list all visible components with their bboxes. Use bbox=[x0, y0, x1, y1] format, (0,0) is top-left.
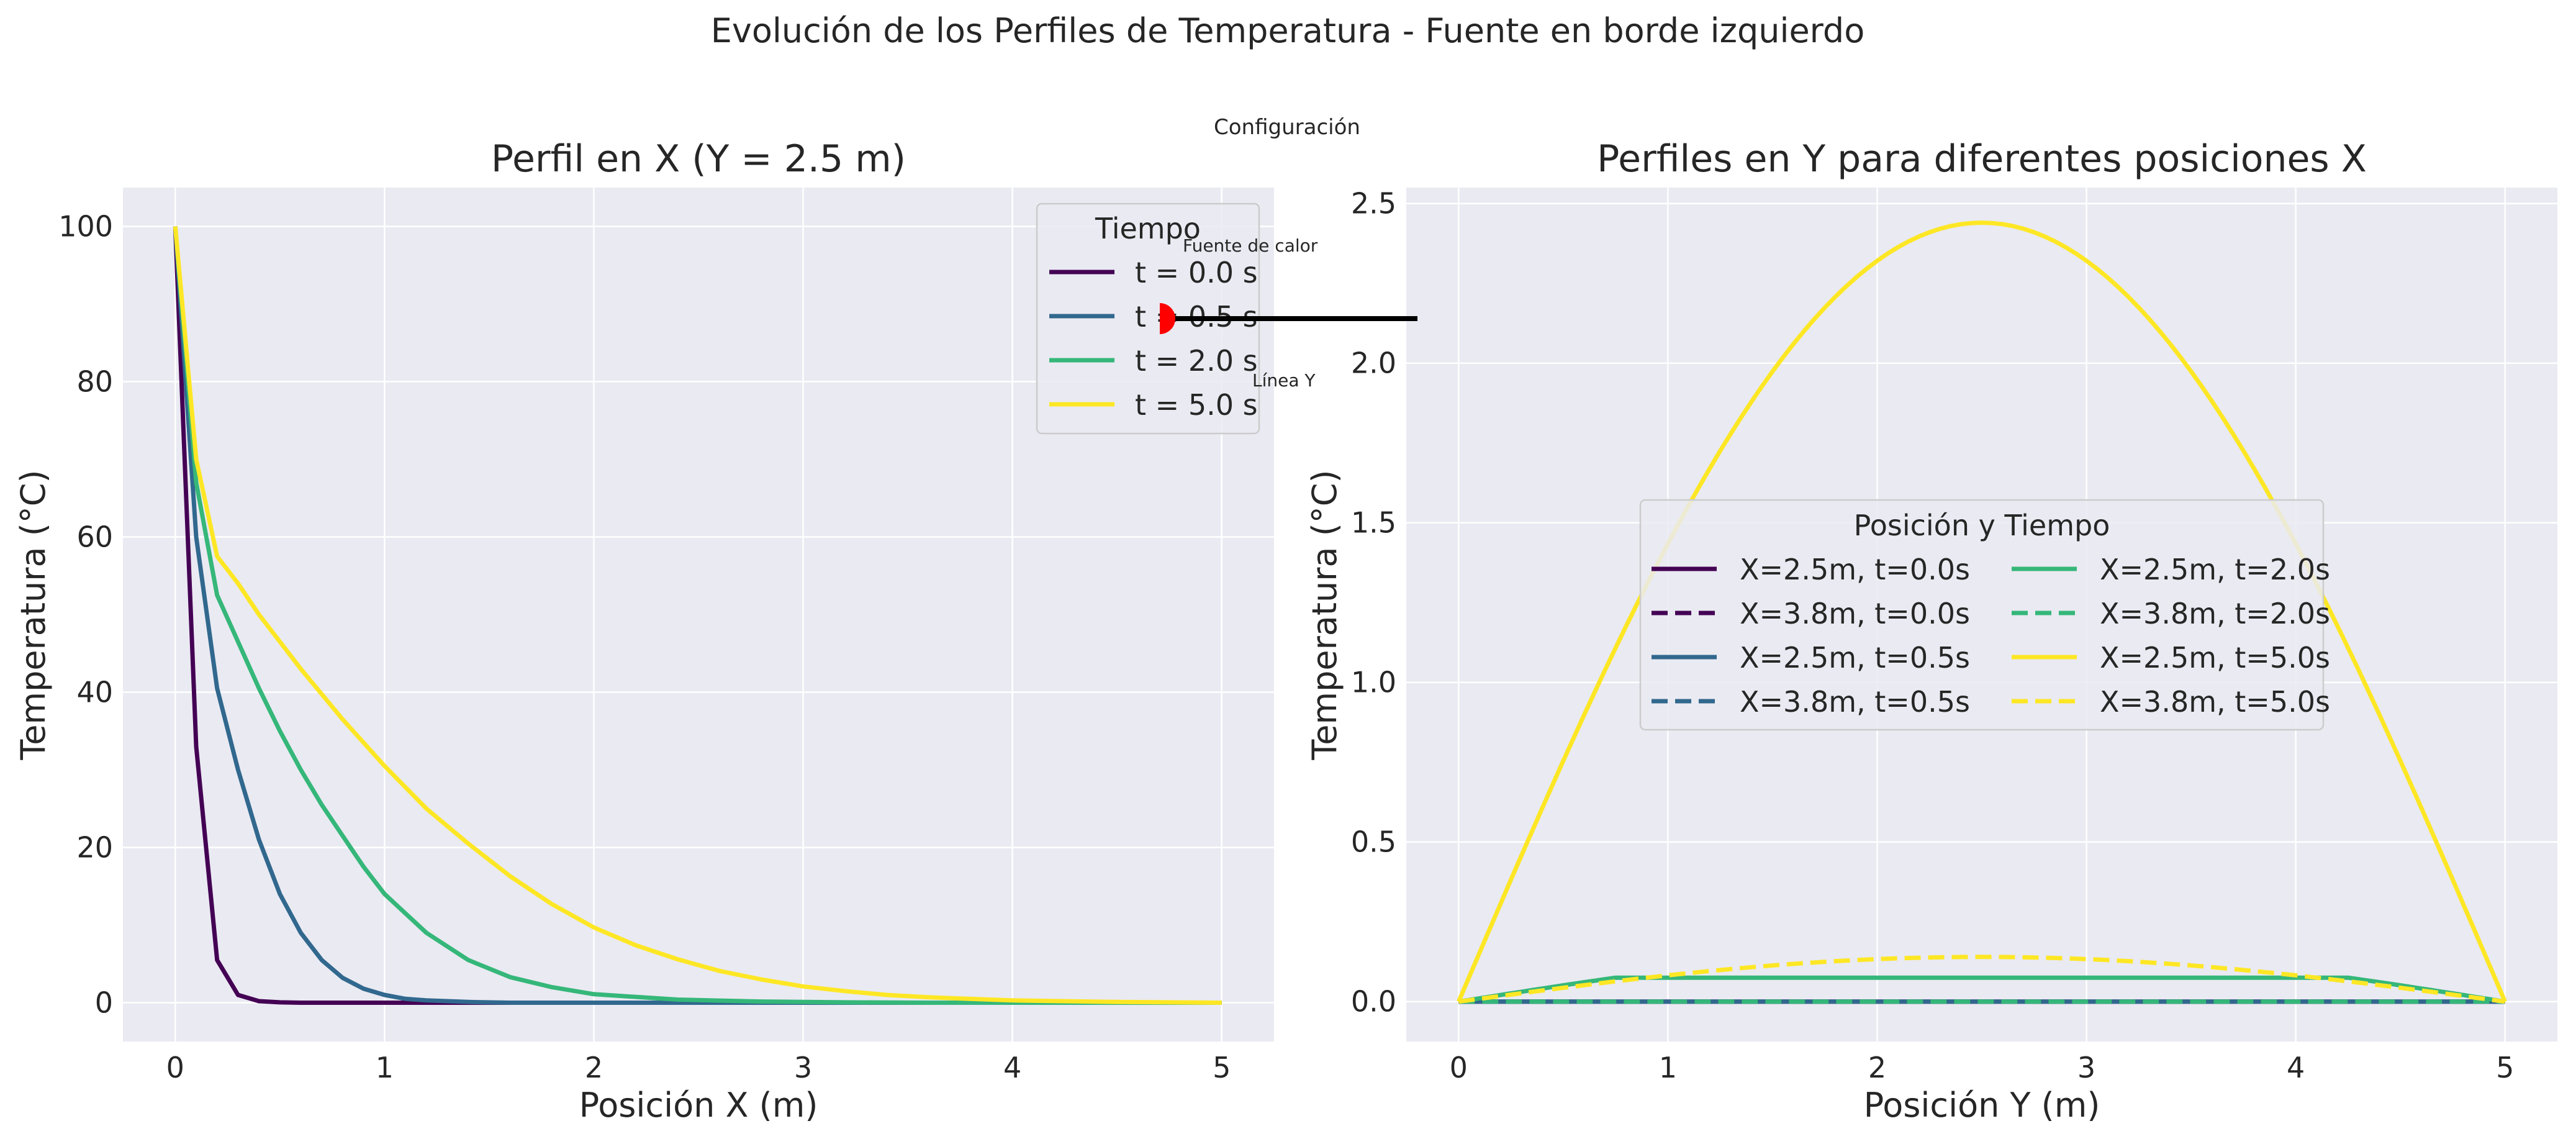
left-legend-title: Tiempo bbox=[1095, 212, 1201, 245]
right-legend-title: Posición y Tiempo bbox=[1854, 509, 2110, 542]
ax2-ytick-label: 0.5 bbox=[1351, 825, 1396, 859]
right-legend-label-5: X=3.8m, t=2.0s bbox=[2100, 597, 2330, 630]
right-series-line-7 bbox=[1458, 955, 2506, 1004]
inset-source-label: Fuente de calor bbox=[1183, 235, 1318, 256]
ax1-xtick-label: 0 bbox=[166, 1051, 184, 1084]
ax2-xtick-label: 1 bbox=[1659, 1051, 1677, 1084]
ax1-xtick-label: 2 bbox=[585, 1051, 603, 1084]
figure-suptitle: Evolución de los Perfiles de Temperatura… bbox=[711, 11, 1865, 50]
right-legend-label-6: X=2.5m, t=5.0s bbox=[2100, 641, 2330, 674]
ax1-xtick-label: 4 bbox=[1003, 1051, 1021, 1084]
ax1-ytick-label: 80 bbox=[76, 365, 113, 399]
ax1-ytick-label: 0 bbox=[95, 986, 113, 1020]
left-legend-label-2: t = 2.0 s bbox=[1135, 344, 1258, 378]
right-chart: 0 1 2 3 4 5 0.0 0.5 1.0 1.5 2.0 2.5 Perfiles en Y p… bbox=[1305, 137, 2557, 1125]
left-legend-label-0: t = 0.0 s bbox=[1135, 256, 1258, 289]
left-chart-title: Perfil en X (Y = 2.5 m) bbox=[491, 137, 906, 181]
right-legend-label-0: X=2.5m, t=0.0s bbox=[1740, 553, 1970, 586]
inset-heat-source-marker bbox=[1160, 303, 1175, 334]
left-legend-label-3: t = 5.0 s bbox=[1135, 388, 1258, 422]
right-chart-lines bbox=[1457, 220, 2507, 1004]
inset-title: Configuración bbox=[1214, 115, 1360, 140]
right-legend-label-2: X=2.5m, t=0.5s bbox=[1740, 641, 1970, 674]
right-chart-ylabel: Temperatura (°C) bbox=[1305, 470, 1344, 760]
ax1-xtick-label: 3 bbox=[794, 1051, 812, 1084]
right-legend-label-3: X=3.8m, t=0.5s bbox=[1740, 685, 1970, 719]
ax1-ytick-label: 20 bbox=[76, 831, 113, 865]
right-series-line-6 bbox=[1457, 220, 2507, 1003]
ax1-ytick-label: 40 bbox=[76, 676, 113, 709]
left-series-line-1 bbox=[173, 226, 1222, 1005]
right-chart-xlabel: Posición Y (m) bbox=[1864, 1086, 2100, 1125]
ax2-ytick-label: 2.0 bbox=[1351, 347, 1396, 380]
right-chart-legend: Posición y Tiempo X=2.5m, t=0.0s X=3.8m, t… bbox=[1639, 499, 2330, 731]
right-chart-ticks: 0 1 2 3 4 5 0.0 0.5 1.0 1.5 2.0 2.5 bbox=[1351, 187, 2515, 1084]
left-series-line-2 bbox=[173, 226, 1222, 1005]
ax2-xtick-label: 3 bbox=[2077, 1051, 2095, 1084]
right-legend-label-7: X=3.8m, t=5.0s bbox=[2100, 685, 2330, 719]
right-legend-label-1: X=3.8m, t=0.0s bbox=[1740, 597, 1970, 630]
ax1-ytick-label: 60 bbox=[76, 520, 113, 554]
left-chart-xlabel: Posición X (m) bbox=[579, 1086, 818, 1125]
ax1-xtick-label: 1 bbox=[376, 1051, 394, 1084]
right-chart-title: Perfiles en Y para diferentes posiciones… bbox=[1597, 137, 2367, 181]
ax2-ytick-label: 1.5 bbox=[1351, 506, 1396, 540]
inset-line-label: Línea Y bbox=[1252, 370, 1316, 391]
right-legend-frame bbox=[1639, 499, 2325, 731]
configuration-inset: Configuración Fuente de calor Línea Y bbox=[1160, 115, 1417, 391]
ax2-xtick-label: 0 bbox=[1450, 1051, 1468, 1084]
ax2-xtick-label: 4 bbox=[2287, 1051, 2305, 1084]
ax2-ytick-label: 1.0 bbox=[1351, 666, 1396, 699]
left-chart-ticks: 0 1 2 3 4 5 0 20 40 60 80 100 bbox=[58, 210, 1231, 1085]
ax1-xtick-label: 5 bbox=[1213, 1051, 1231, 1084]
ax2-xtick-label: 5 bbox=[2496, 1051, 2514, 1084]
ax2-xtick-label: 2 bbox=[1868, 1051, 1886, 1084]
left-chart: 0 1 2 3 4 5 0 20 40 60 80 100 Perfil en X (Y = 2.5 … bbox=[14, 137, 1274, 1125]
right-legend-label-4: X=2.5m, t=2.0s bbox=[2100, 553, 2330, 586]
left-series-line-3 bbox=[173, 226, 1222, 1005]
left-chart-lines bbox=[173, 226, 1222, 1005]
ax1-ytick-label: 100 bbox=[58, 210, 113, 243]
left-chart-ylabel: Temperatura (°C) bbox=[14, 470, 53, 760]
ax2-ytick-label: 2.5 bbox=[1351, 187, 1396, 220]
ax2-ytick-label: 0.0 bbox=[1351, 985, 1396, 1019]
